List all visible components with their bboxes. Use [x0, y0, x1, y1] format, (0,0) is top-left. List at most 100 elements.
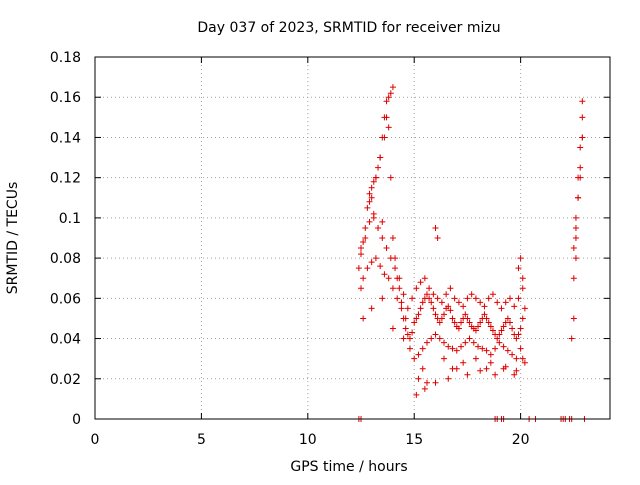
data-point	[485, 295, 492, 302]
data-point	[445, 343, 452, 350]
data-point	[375, 224, 382, 231]
data-point	[572, 224, 579, 231]
data-point	[451, 319, 458, 326]
data-point	[423, 291, 430, 298]
data-point	[521, 305, 528, 312]
data-point	[513, 367, 520, 374]
data-point	[417, 279, 424, 286]
data-point	[366, 190, 373, 197]
data-point	[492, 371, 499, 378]
data-point	[468, 291, 475, 298]
data-point	[432, 331, 439, 338]
x-tick-label: 15	[405, 432, 423, 448]
data-point	[362, 224, 369, 231]
data-point	[383, 114, 390, 121]
data-point	[483, 347, 490, 354]
data-point	[475, 343, 482, 350]
data-point	[487, 351, 494, 358]
data-point	[496, 339, 503, 346]
data-point	[511, 303, 518, 310]
data-point	[498, 305, 505, 312]
data-point	[377, 263, 384, 270]
data-point	[398, 305, 405, 312]
data-point	[494, 299, 501, 306]
data-point	[515, 265, 522, 272]
data-point	[404, 305, 411, 312]
data-point	[572, 214, 579, 221]
data-point	[453, 365, 460, 372]
data-point	[389, 235, 396, 241]
data-point	[421, 385, 428, 392]
data-point	[475, 323, 482, 330]
data-point	[521, 359, 528, 366]
data-point	[498, 327, 505, 334]
x-tick-label: 20	[512, 432, 530, 448]
data-point	[519, 355, 526, 362]
data-points	[355, 84, 588, 422]
data-point	[511, 371, 518, 378]
data-point	[430, 291, 437, 298]
data-point	[568, 335, 575, 342]
data-point	[409, 295, 416, 302]
data-point	[406, 335, 413, 342]
data-point	[455, 299, 462, 306]
data-point	[358, 245, 365, 252]
data-point	[411, 355, 418, 362]
x-axis-title: GPS time / hours	[290, 459, 407, 475]
y-tick-label: 0.06	[50, 291, 81, 307]
data-point	[436, 335, 443, 342]
data-point	[449, 345, 456, 352]
data-point	[385, 124, 392, 131]
data-point	[447, 285, 454, 292]
data-point	[515, 295, 522, 302]
data-point	[375, 164, 382, 171]
data-point	[506, 319, 513, 326]
data-point	[462, 311, 469, 318]
data-point	[455, 325, 462, 332]
data-point	[460, 359, 467, 366]
data-point	[464, 295, 471, 302]
data-point	[409, 329, 416, 336]
data-point	[423, 379, 430, 386]
data-point	[370, 178, 377, 185]
data-point	[436, 319, 443, 326]
data-point	[466, 319, 473, 326]
data-point	[504, 315, 511, 322]
data-point	[400, 335, 407, 342]
data-point	[483, 315, 490, 322]
data-point	[577, 144, 584, 151]
data-point	[504, 347, 511, 354]
axis-ticks: 0 0.02 0.04 0.06 0.08 0.1 0.12 0.14 0.16 0.18 0 5 10…	[50, 50, 610, 448]
data-point	[406, 345, 413, 352]
data-point	[415, 311, 422, 318]
data-point	[481, 303, 488, 310]
data-point	[445, 303, 452, 310]
y-tick-label: 0.12	[50, 171, 81, 187]
data-point	[404, 331, 411, 338]
data-point	[368, 259, 375, 266]
data-point	[577, 164, 584, 171]
data-point	[370, 210, 377, 217]
data-point	[419, 299, 426, 306]
data-point	[517, 345, 524, 352]
data-point	[383, 98, 390, 105]
data-point	[415, 375, 422, 382]
data-point	[500, 323, 507, 330]
data-point	[500, 343, 507, 350]
data-point	[464, 315, 471, 322]
data-point	[449, 315, 456, 322]
data-point	[517, 255, 524, 262]
data-point	[447, 307, 454, 314]
data-point	[434, 235, 441, 241]
data-point	[415, 351, 422, 358]
data-point	[515, 331, 522, 338]
data-point	[368, 184, 375, 191]
data-point	[500, 365, 507, 372]
data-point	[364, 204, 371, 211]
data-point	[460, 303, 467, 310]
data-point	[472, 355, 479, 362]
data-point	[470, 339, 477, 346]
data-point	[377, 154, 384, 161]
y-tick-label: 0.08	[50, 251, 81, 267]
data-point	[360, 275, 367, 282]
